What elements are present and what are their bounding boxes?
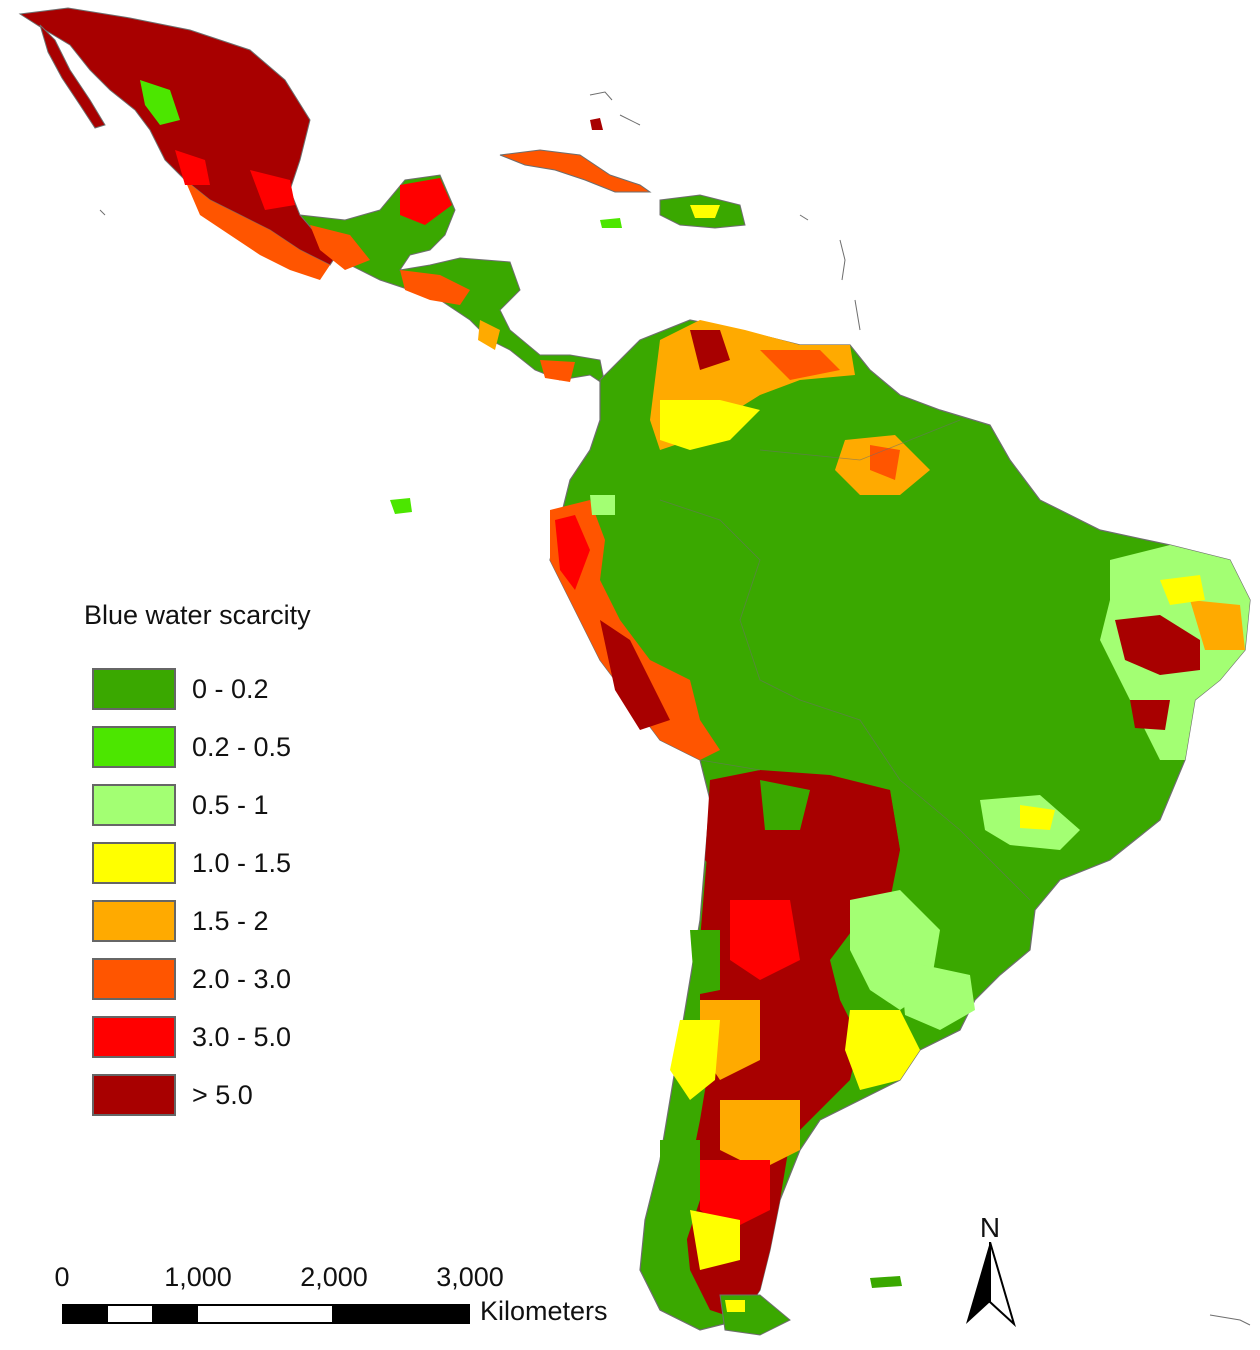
legend-item: > 5.0 xyxy=(92,1072,253,1118)
legend-label: 1.0 - 1.5 xyxy=(192,847,292,878)
legend-swatch xyxy=(92,842,176,884)
scale-tick-label: 1,000 xyxy=(164,1262,232,1292)
legend-label: 3.0 - 5.0 xyxy=(192,1021,292,1052)
legend-label: 1.5 - 2 xyxy=(192,905,269,936)
country-borders xyxy=(659,419,1031,901)
north-arrow: N xyxy=(960,1212,1020,1328)
legend-item: 2.0 - 3.0 xyxy=(92,956,291,1002)
legend-item: 0 - 0.2 xyxy=(92,666,269,712)
legend-label: 0.5 - 1 xyxy=(192,789,269,820)
scale-bar-graphic xyxy=(62,1304,470,1324)
scale-bar: 0 1,000 2,000 3,000 Kilometers xyxy=(40,1262,640,1342)
scale-tick-label: 0 xyxy=(54,1262,70,1292)
legend-swatch xyxy=(92,726,176,768)
scale-unit-label: Kilometers xyxy=(480,1296,608,1326)
legend-title: Blue water scarcity xyxy=(84,600,311,630)
north-letter: N xyxy=(979,1212,1001,1243)
south-america-region xyxy=(549,319,1251,1336)
legend-swatch xyxy=(92,784,176,826)
legend-label: > 5.0 xyxy=(192,1079,253,1110)
scale-tick-label: 2,000 xyxy=(300,1262,368,1292)
legend-swatch xyxy=(92,1074,176,1116)
legend: Blue water scarcity 0 - 0.2 0.2 - 0.5 0.… xyxy=(84,600,384,1116)
legend-swatch xyxy=(92,668,176,710)
legend-label: 2.0 - 3.0 xyxy=(192,963,292,994)
legend-label: 0.2 - 0.5 xyxy=(192,731,292,762)
legend-label: 0 - 0.2 xyxy=(192,673,269,704)
scale-tick-label: 3,000 xyxy=(436,1262,504,1292)
caribbean-islands xyxy=(390,118,902,1288)
legend-item: 0.5 - 1 xyxy=(92,782,269,828)
legend-item: 1.0 - 1.5 xyxy=(92,840,291,886)
offshore-islets xyxy=(99,91,1251,1326)
legend-item: 0.2 - 0.5 xyxy=(92,724,291,770)
legend-swatch xyxy=(92,958,176,1000)
legend-swatch xyxy=(92,900,176,942)
legend-item: 1.5 - 2 xyxy=(92,898,269,944)
north-arrow-icon xyxy=(966,1242,1016,1328)
central-america-region xyxy=(298,174,606,387)
legend-swatch xyxy=(92,1016,176,1058)
mexico-region xyxy=(18,7,341,280)
legend-item: 3.0 - 5.0 xyxy=(92,1014,291,1060)
